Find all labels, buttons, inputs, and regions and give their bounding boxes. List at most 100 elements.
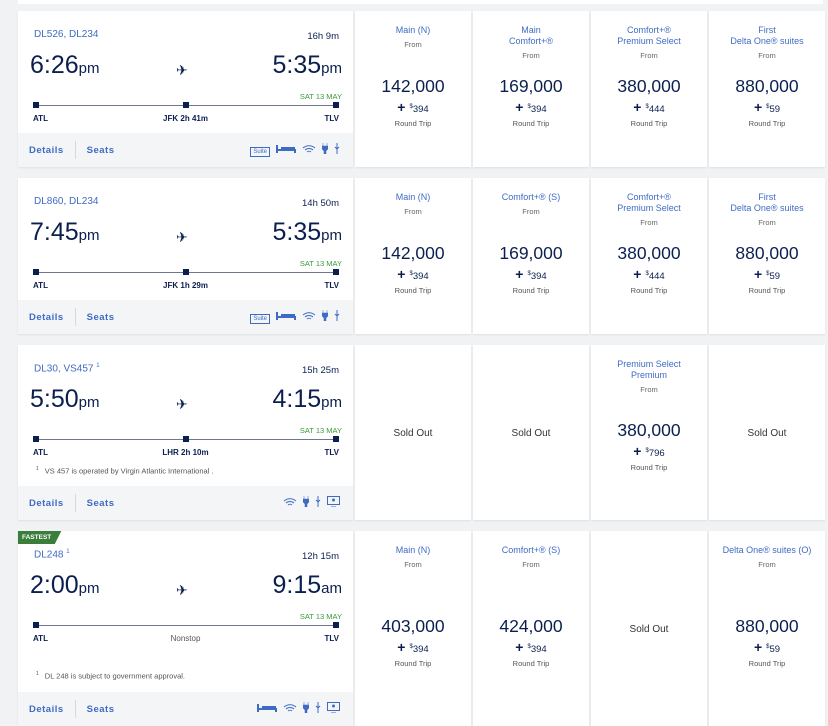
seatback-screen-icon	[327, 702, 340, 716]
cash-fee: + $394	[397, 638, 429, 655]
flight-summary-card[interactable]: DL860, DL234 14h 50m 7:45pm ✈ 5:35pm SAT…	[18, 178, 353, 334]
flight-row: DL526, DL234 16h 9m 6:26pm ✈ 5:35pm SAT …	[18, 11, 825, 167]
wifi-icon	[302, 311, 316, 324]
cash-fee: + $394	[397, 266, 429, 282]
round-trip-label: Round Trip	[748, 119, 786, 128]
fare-class-title: Main (N)	[395, 192, 431, 202]
from-label: From	[522, 51, 540, 60]
details-link[interactable]: Details	[29, 311, 64, 323]
flight-numbers-text: DL526, DL234	[34, 29, 99, 40]
miles-price: 169,000	[499, 76, 563, 96]
fare-class-title: Comfort+® Premium Select	[617, 25, 681, 46]
airplane-icon: ✈	[176, 229, 188, 245]
destination-airport: TLV	[324, 448, 339, 457]
departure-time: 6:26pm	[30, 51, 100, 79]
origin-airport: ATL	[33, 448, 48, 457]
fare-cell[interactable]: Main (N) From 142,000 + $394 Round Trip	[355, 178, 471, 334]
divider	[74, 308, 76, 326]
airplane-icon: ✈	[176, 582, 188, 598]
connection-info: JFK 2h 41m	[163, 114, 208, 123]
duration: 14h 50m	[302, 198, 339, 209]
origin-airport: ATL	[33, 281, 48, 290]
flight-row: DL860, DL234 14h 50m 7:45pm ✈ 5:35pm SAT…	[18, 178, 825, 334]
usb-icon	[315, 702, 321, 716]
fare-cell[interactable]: Comfort+® (S) From 424,000 + $394 Round T…	[473, 531, 589, 726]
flight-numbers[interactable]: DL526, DL234	[34, 29, 99, 40]
fare-class-title: Premium Select Premium	[617, 359, 681, 380]
miles-price: 880,000	[735, 243, 799, 263]
arrival-date: SAT 13 MAY	[299, 426, 342, 435]
destination-marker	[333, 622, 339, 628]
fare-cell[interactable]: First Delta One® suites From 880,000 + $59…	[709, 178, 825, 334]
departure-time: 7:45pm	[30, 218, 100, 246]
power-icon	[302, 496, 310, 510]
footnote: 1 DL 248 is subject to government approva…	[36, 671, 185, 681]
fare-cell[interactable]: Comfort+® (S) From 169,000 + $394 Round T…	[473, 178, 589, 334]
fare-class-title: Main (N)	[395, 25, 431, 35]
fare-cell[interactable]: First Delta One® suites From 880,000 + $59…	[709, 11, 825, 167]
miles-price: 380,000	[617, 419, 681, 440]
details-link[interactable]: Details	[29, 703, 64, 715]
divider	[74, 141, 76, 159]
card-footer: Details Seats	[18, 692, 353, 726]
miles-price: 169,000	[499, 243, 563, 263]
round-trip-label: Round Trip	[512, 286, 550, 295]
card-footer: Details Seats	[18, 486, 353, 520]
destination-marker	[333, 269, 339, 275]
fare-cell[interactable]: Main Comfort+® From 169,000 + $394 Round T…	[473, 11, 589, 167]
sold-out-label: Sold Out	[629, 623, 669, 635]
from-label: From	[758, 51, 776, 60]
round-trip-label: Round Trip	[394, 658, 432, 668]
seats-link[interactable]: Seats	[86, 497, 115, 509]
flight-numbers-text: DL248	[34, 549, 64, 561]
flight-summary-card[interactable]: FASTEST DL248 1 12h 15m 2:00pm ✈ 9:15am …	[18, 531, 353, 726]
seats-link[interactable]: Seats	[86, 703, 115, 715]
arrival-time: 5:35pm	[272, 51, 342, 79]
fare-class-title: Comfort+® (S)	[501, 545, 561, 555]
flight-numbers[interactable]: DL30, VS457 1	[34, 363, 100, 374]
cash-fee: + $59	[753, 638, 781, 655]
origin-marker	[33, 102, 39, 108]
fare-cell[interactable]: Main (N) From 142,000 + $394 Round Trip	[355, 11, 471, 167]
connection-info: JFK 1h 29m	[163, 281, 208, 290]
arrival-date: SAT 13 MAY	[299, 612, 342, 621]
details-link[interactable]: Details	[29, 497, 64, 509]
miles-price: 380,000	[617, 76, 681, 96]
flight-summary-card[interactable]: DL30, VS457 1 15h 25m 5:50pm ✈ 4:15pm SA…	[18, 345, 353, 520]
from-label: From	[640, 51, 658, 60]
fare-cell[interactable]: Comfort+® Premium Select From 380,000 + $4…	[591, 11, 707, 167]
round-trip-label: Round Trip	[630, 286, 668, 295]
suite-icon: Suite	[250, 145, 270, 157]
route-line	[35, 625, 338, 626]
fare-cell[interactable]: Main (N) From 403,000 + $394 Round Trip	[355, 531, 471, 726]
flight-numbers[interactable]: DL860, DL234	[34, 196, 99, 207]
round-trip-label: Round Trip	[748, 286, 786, 295]
cash-fee: + $796	[633, 442, 665, 459]
from-label: From	[404, 40, 422, 49]
footnote-mark: 1	[96, 363, 100, 369]
connection-marker	[183, 436, 189, 442]
fare-cell[interactable]: Comfort+® Premium Select From 380,000 + $4…	[591, 178, 707, 334]
cash-fee: + $444	[633, 266, 665, 282]
seats-link[interactable]: Seats	[86, 311, 115, 323]
details-link[interactable]: Details	[29, 144, 64, 156]
from-label: From	[640, 385, 658, 394]
fare-cell-sold-out: Sold Out	[473, 345, 589, 520]
flat-bed-icon	[276, 311, 296, 324]
card-footer: Details Seats Suite	[18, 300, 353, 334]
flight-summary-card[interactable]: DL526, DL234 16h 9m 6:26pm ✈ 5:35pm SAT …	[18, 11, 353, 167]
footnote-mark: 1	[66, 549, 70, 555]
seats-link[interactable]: Seats	[86, 144, 115, 156]
from-label: From	[404, 560, 422, 569]
origin-marker	[33, 436, 39, 442]
cash-fee: + $394	[515, 638, 547, 655]
fare-cell[interactable]: Delta One® suites (O) From 880,000 + $59 …	[709, 531, 825, 726]
connection-marker	[183, 269, 189, 275]
usb-icon	[334, 143, 340, 157]
round-trip-label: Round Trip	[630, 462, 668, 472]
fare-cell[interactable]: Premium Select Premium From 380,000 + $796…	[591, 345, 707, 520]
round-trip-label: Round Trip	[630, 119, 668, 128]
wifi-icon	[283, 497, 297, 510]
flight-numbers[interactable]: DL248 1	[34, 549, 70, 560]
destination-marker	[333, 102, 339, 108]
